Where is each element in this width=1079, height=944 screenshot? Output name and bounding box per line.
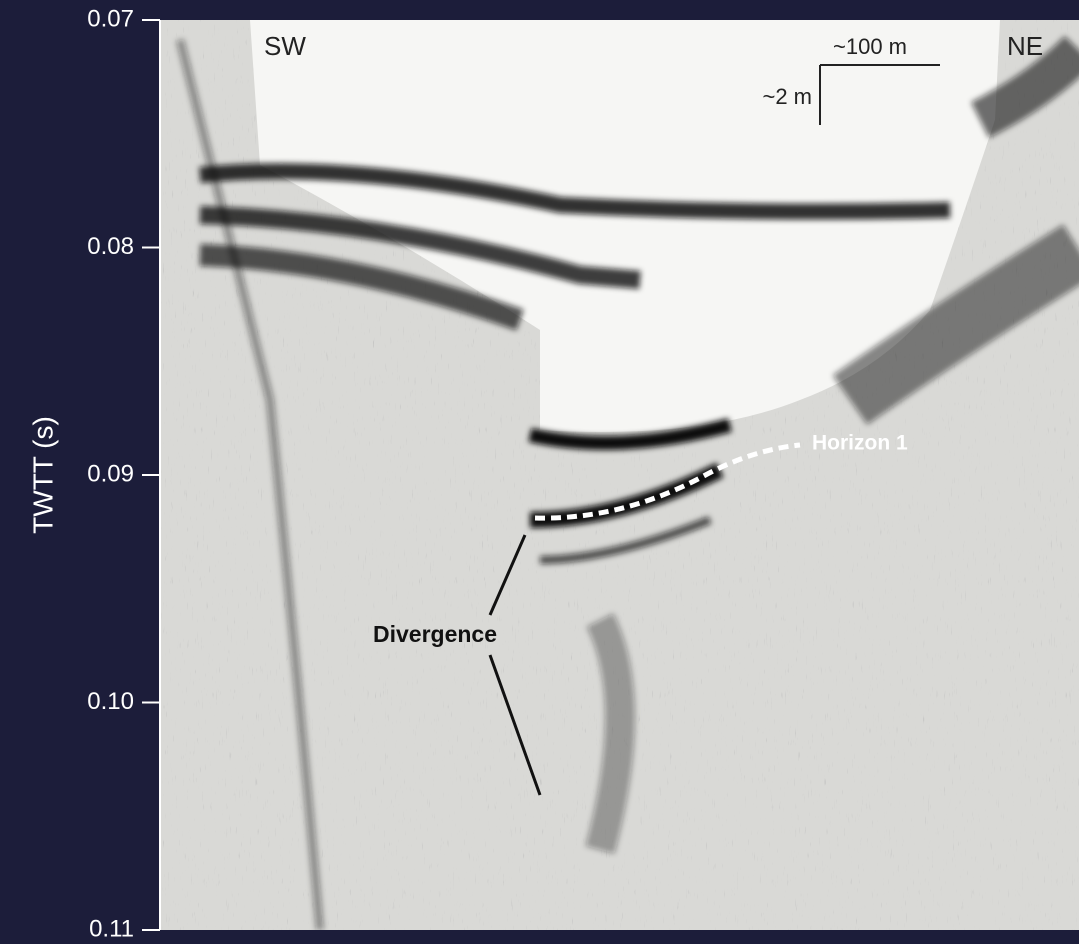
- y-tick-label: 0.10: [87, 688, 134, 715]
- page: {"axis": {"label": "TWTT (s)", "lim": [0…: [0, 0, 1079, 944]
- scale-horizontal: ~100 m: [833, 34, 907, 59]
- direction-left: SW: [264, 31, 306, 61]
- y-tick-label: 0.08: [87, 233, 134, 260]
- scale-vertical: ~2 m: [762, 84, 812, 109]
- horizon-label: Horizon 1: [812, 432, 908, 455]
- y-tick-label: 0.11: [89, 915, 134, 942]
- direction-right: NE: [1007, 31, 1043, 61]
- y-tick-label: 0.09: [87, 460, 134, 487]
- y-axis-label: TWTT (s): [27, 416, 58, 534]
- figure: SW NE ~100 m ~2 m Horizon 1 Divergence T…: [0, 0, 1079, 944]
- divergence-label: Divergence: [373, 621, 497, 647]
- y-tick-label: 0.07: [87, 5, 134, 32]
- seismic-section: SW NE ~100 m ~2 m Horizon 1 Divergence: [160, 20, 1079, 930]
